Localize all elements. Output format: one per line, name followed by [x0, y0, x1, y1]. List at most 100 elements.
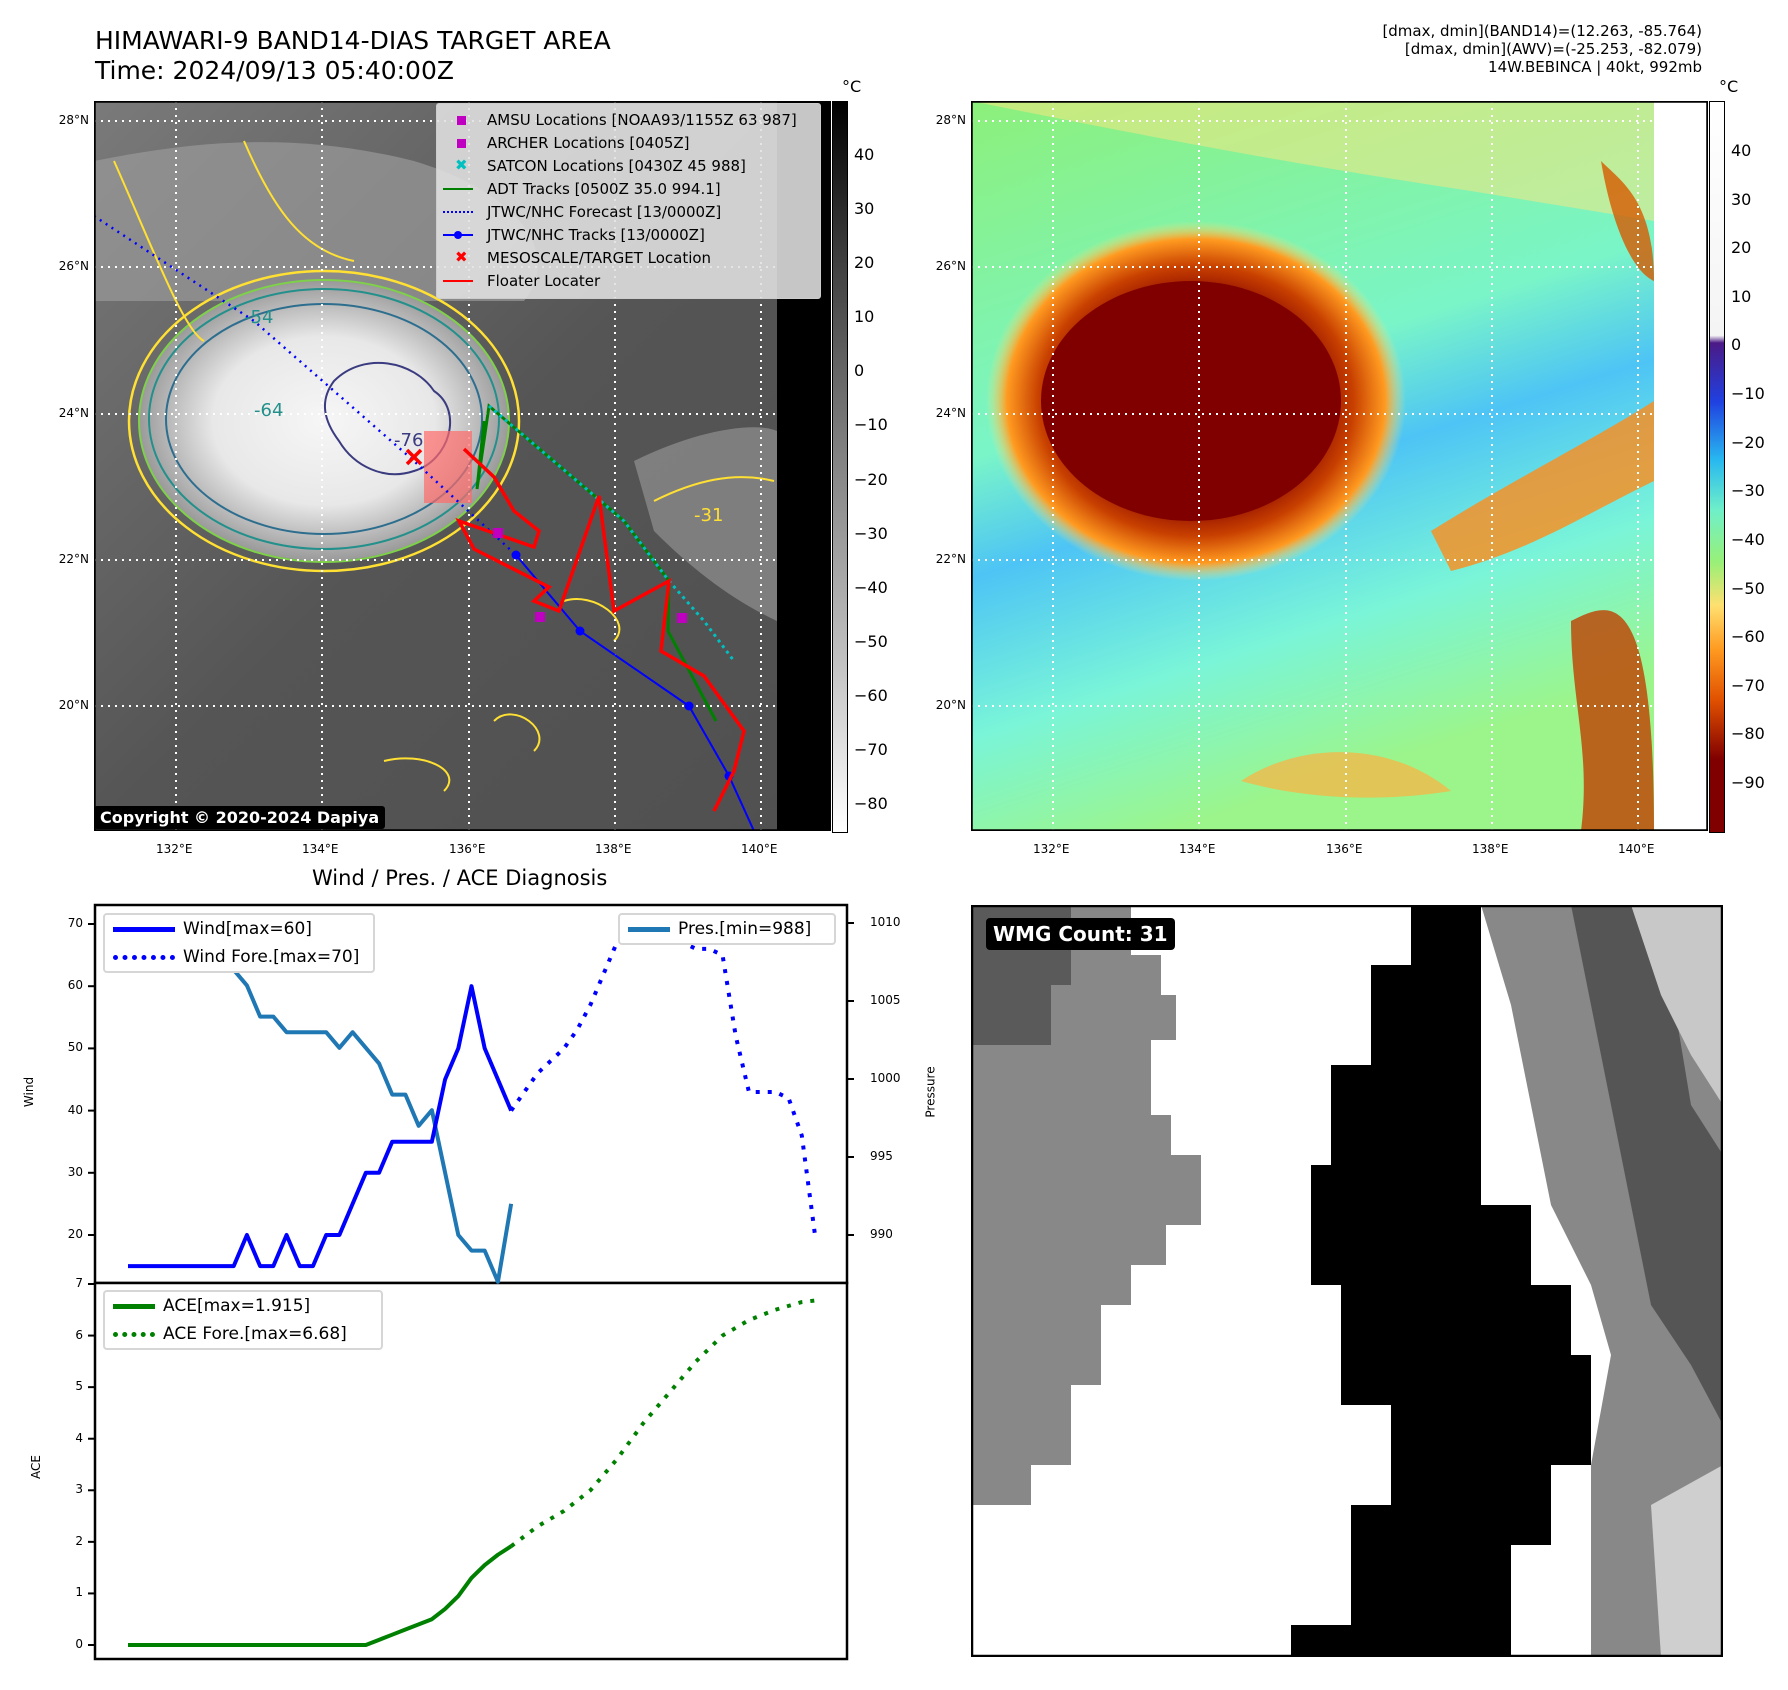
- ace-tick-label: 6: [75, 1327, 83, 1342]
- figure-title: HIMAWARI-9 BAND14-DIAS TARGET AREA Time: …: [95, 26, 611, 86]
- lon-tick-label: 132°E: [156, 842, 193, 856]
- legend-wind-forecast: Wind Fore.[max=70]: [105, 943, 373, 971]
- colorbar-tick-label: 30: [854, 199, 875, 219]
- ace-series-line: [128, 1544, 513, 1647]
- legend-item-adt: ADT Tracks [0500Z 35.0 994.1]: [437, 178, 721, 200]
- amsu-archer-markers: [493, 528, 687, 623]
- solid-line-icon: [628, 926, 670, 932]
- colorbar-tick-label: 30: [1731, 189, 1752, 209]
- colorbar-tick-label: −30: [1731, 481, 1765, 501]
- storm-info: [dmax, dmin](BAND14)=(12.263, -85.764) [d…: [1382, 22, 1702, 76]
- contour-yellow: [127, 269, 521, 573]
- colorbar-tick-label: −70: [854, 739, 888, 759]
- svg-text:-76: -76: [394, 430, 423, 451]
- lat-tick-label: 24°N: [935, 406, 966, 420]
- colorbar-tick-label: −40: [854, 577, 888, 597]
- wind-axis-label: Wind: [22, 1076, 37, 1108]
- colorbar-tick-label: 10: [854, 307, 875, 327]
- map-frame: [94, 101, 831, 831]
- lat-tick-label: 20°N: [58, 698, 89, 712]
- lon-tick-label: 132°E: [1033, 842, 1070, 856]
- lon-tick-label: 140°E: [741, 842, 778, 856]
- cdo-cloud: [139, 281, 509, 561]
- solid-line-icon: [443, 188, 473, 190]
- colorbar-tick-label: −90: [1731, 773, 1765, 792]
- lat-tick-label: 28°N: [58, 113, 89, 127]
- wind-tick-label: 20: [67, 1227, 83, 1241]
- lat-tick-label: 24°N: [58, 406, 89, 420]
- colorbar-tick-label: −80: [1731, 724, 1765, 744]
- lon-tick-label: 140°E: [1618, 842, 1655, 856]
- band14-range: [dmax, dmin](BAND14)=(12.263, -85.764): [1382, 22, 1702, 40]
- ace-tick-label: 1: [75, 1585, 83, 1600]
- cloud-band-north: [94, 142, 538, 301]
- awv-core-dark: [1041, 281, 1341, 521]
- storm-name-intensity: 14W.BEBINCA | 40kt, 992mb: [1488, 58, 1702, 76]
- colorbar-tick-label: −50: [854, 631, 888, 651]
- wmg-black-region: [1291, 905, 1591, 1657]
- colorbar-tick-label: −20: [854, 469, 888, 489]
- colorbar-tick-label: −70: [1731, 675, 1765, 695]
- ace-tick-label: 2: [75, 1533, 83, 1548]
- target-area-box: [424, 431, 472, 503]
- x-marker-icon: ✖: [455, 156, 468, 174]
- wind-tick-label: 40: [67, 1102, 83, 1117]
- awv-map-panel: [971, 101, 1708, 831]
- lon-tick-label: 134°E: [1179, 842, 1216, 856]
- wmg-gray-region: [971, 905, 1201, 1505]
- awv-northeast-patch: [1601, 161, 1654, 281]
- lat-tick-label: 28°N: [935, 113, 966, 127]
- title-line-1: HIMAWARI-9 BAND14-DIAS TARGET AREA: [95, 26, 611, 55]
- wind-tick-label: 30: [67, 1164, 83, 1179]
- contour-teal: [148, 288, 500, 550]
- awv-gridlines: [971, 101, 1654, 831]
- solid-line-icon: [113, 1303, 155, 1309]
- ace-tick-label: 3: [75, 1482, 83, 1497]
- title-time: Time: 2024/09/13 05:40:00Z: [95, 56, 454, 85]
- ace-forecast-series-line: [509, 1298, 816, 1548]
- svg-text:-31: -31: [694, 505, 723, 526]
- awv-range: [dmax, dmin](AWV)=(-25.253, -82.079): [1404, 40, 1702, 58]
- ace-plot: [128, 1298, 816, 1647]
- copyright-label: Copyright © 2020-2024 Dapiya: [94, 806, 386, 829]
- legend-item-jtwc-tracks: JTWC/NHC Tracks [13/0000Z]: [437, 224, 705, 246]
- lon-tick-label: 136°E: [449, 842, 486, 856]
- colorbar-tick-label: −30: [854, 523, 888, 543]
- awv-southeast-patch: [1571, 610, 1654, 831]
- wind-series-line: [128, 984, 513, 1269]
- colorbar-tick-label: 20: [1731, 238, 1752, 258]
- svg-text:-64: -64: [254, 400, 283, 421]
- legend-item-jtwc-forecast: JTWC/NHC Forecast [13/0000Z]: [437, 201, 721, 223]
- wind-tick-label: 70: [67, 916, 83, 930]
- pressure-tick-label: 1005: [870, 993, 901, 1007]
- floater-track: [455, 447, 746, 812]
- colorbar-tick-label: 40: [854, 145, 875, 164]
- ace-tick-label: 4: [75, 1430, 83, 1445]
- left-colorbar-unit: °C: [842, 77, 862, 96]
- cloud-band-east: [634, 427, 777, 621]
- colorbar-tick-label: 0: [854, 361, 865, 381]
- pressure-tick-label: 995: [870, 1149, 893, 1163]
- ace-tick-label: 5: [75, 1379, 83, 1394]
- ace-tick-label: 0: [75, 1637, 83, 1651]
- right-colorbar: [1709, 101, 1725, 833]
- pressure-tick-label: 1000: [870, 1071, 901, 1085]
- awv-moist-north: [971, 101, 1654, 221]
- wmg-frame: [971, 905, 1723, 1657]
- contour-darkteal: [165, 303, 483, 535]
- awv-no-data: [1654, 101, 1708, 831]
- pressure-tick-label: 990: [870, 1227, 893, 1241]
- lat-tick-label: 26°N: [58, 259, 89, 273]
- colorbar-tick-label: 0: [1731, 335, 1742, 355]
- wmg-panel: [971, 905, 1723, 1657]
- legend-item-satcon: ✖ SATCON Locations [0430Z 45 988]: [455, 156, 746, 175]
- wind-tick-label: 60: [67, 978, 83, 993]
- legend-item-archer: ARCHER Locations [0405Z]: [437, 132, 690, 154]
- contour-labels: -54 -64 -76 -31: [244, 307, 723, 526]
- pressure-legend: Pres.[min=988]: [618, 913, 836, 945]
- ace-axis-label: ACE: [28, 1455, 43, 1479]
- legend-item-amsu: AMSU Locations [NOAA93/1155Z 63 987]: [437, 109, 797, 131]
- dotted-line-icon: [113, 1331, 155, 1337]
- svg-text:-54: -54: [244, 307, 273, 328]
- awv-band-east: [1431, 401, 1654, 571]
